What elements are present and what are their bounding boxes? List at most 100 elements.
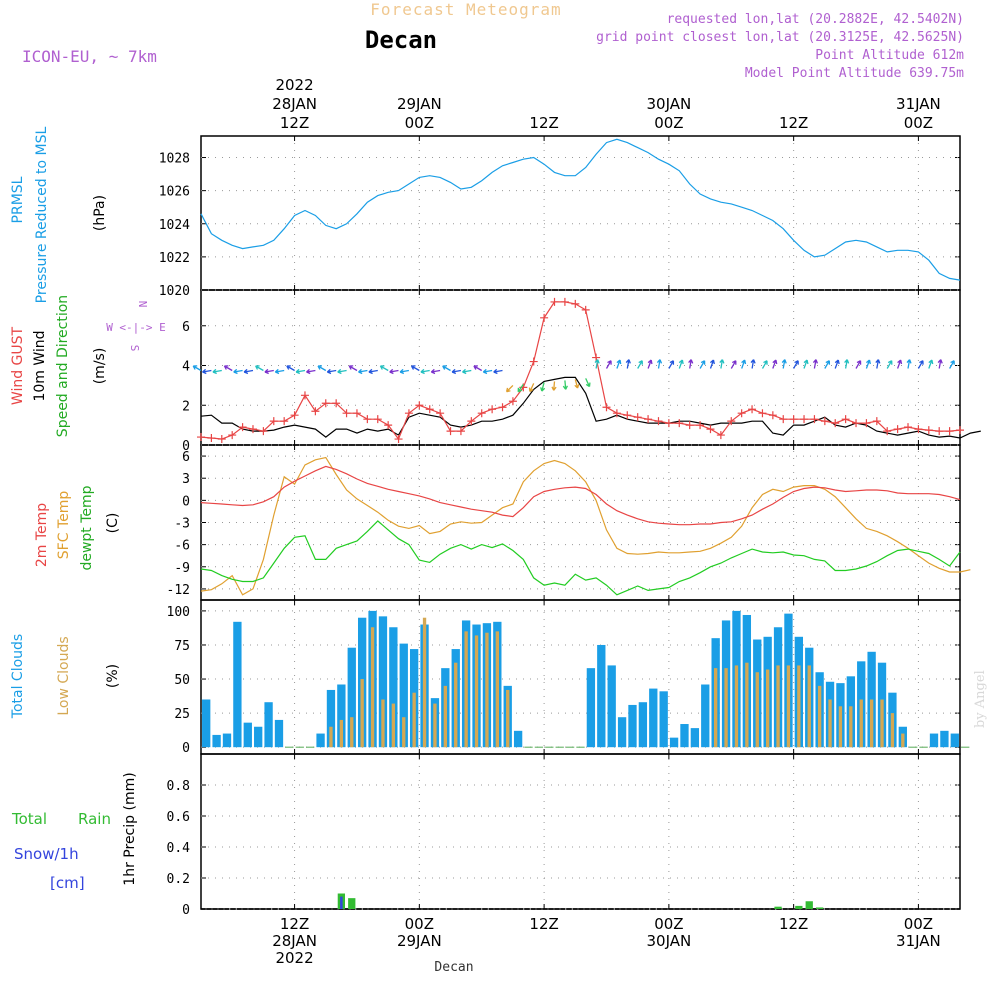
- gust-marker: [904, 423, 913, 432]
- rain-bar: [348, 898, 356, 909]
- wind-direction-arrow: [551, 381, 557, 391]
- y-tick-label: 1024: [159, 218, 190, 233]
- low-cloud-bar: [485, 632, 489, 748]
- wind-direction-arrow: [750, 359, 756, 369]
- gust-marker: [477, 409, 486, 418]
- low-cloud-bar: [339, 719, 344, 748]
- wind-direction-arrow: [348, 365, 358, 372]
- total-cloud-bar: [233, 621, 242, 748]
- low-cloud-bar: [370, 627, 375, 748]
- top-time-label: 31JAN: [896, 95, 941, 113]
- total-cloud-bar: [669, 737, 679, 748]
- gust-marker: [248, 425, 257, 434]
- wind-direction-arrow: [616, 359, 622, 369]
- wind-direction-arrow: [803, 359, 809, 369]
- requested-coords: requested lon,lat (20.2882E, 42.5402N): [667, 12, 964, 27]
- wind-direction-arrow: [699, 360, 706, 369]
- low-cloud-bar: [724, 668, 728, 748]
- total-cloud-bar: [399, 643, 408, 748]
- wind-direction-arrow: [761, 360, 768, 369]
- bottom-time-label: 30JAN: [647, 932, 692, 950]
- total-cloud-bar: [326, 689, 336, 748]
- wind-label-10m: 10m Wind: [32, 330, 48, 401]
- bottom-time-label: 29JAN: [397, 932, 442, 950]
- panel-frame-clouds: [200, 599, 961, 755]
- top-time-label: 2022: [275, 76, 313, 94]
- total-cloud-bar: [701, 684, 710, 748]
- gust-marker: [540, 313, 549, 322]
- bottom-time-label: 31JAN: [896, 932, 941, 950]
- wind-direction-arrow: [886, 360, 893, 369]
- wind-direction-arrow: [274, 368, 285, 375]
- gust-marker: [550, 297, 559, 306]
- gust-marker: [685, 421, 694, 430]
- gust-marker: [332, 399, 341, 408]
- low-cloud-bar: [433, 703, 437, 748]
- low-cloud-bar: [890, 713, 895, 748]
- wind-direction-arrow: [824, 360, 831, 369]
- gust-marker: [612, 409, 621, 418]
- footer-location: Decan: [434, 960, 473, 975]
- gust-marker: [716, 431, 725, 440]
- wind-direction-arrow: [906, 359, 912, 369]
- gust-marker: [404, 409, 413, 418]
- total-cloud-bar: [202, 699, 211, 748]
- low-cloud-bar: [869, 699, 874, 748]
- gust-marker: [758, 409, 767, 418]
- gust-marker: [488, 405, 497, 414]
- low-cloud-bar: [391, 703, 396, 748]
- wind-direction-arrow: [389, 368, 399, 375]
- gust-marker: [737, 409, 746, 418]
- temp-label-units: (C): [105, 513, 121, 534]
- total-cloud-bar: [337, 684, 346, 748]
- temp-label-2m: 2m Temp: [34, 503, 50, 567]
- rain-bar: [774, 906, 782, 909]
- wind-direction-arrow: [678, 359, 684, 369]
- low-cloud-bar: [360, 679, 364, 748]
- wind-direction-arrow: [379, 365, 389, 372]
- wind-label-direction: Speed and Direction: [55, 295, 71, 437]
- gust-marker: [935, 427, 944, 436]
- wind-direction-arrow: [855, 360, 862, 369]
- total-cloud-bar: [347, 647, 356, 748]
- total-cloud-bar: [617, 717, 627, 748]
- low-cloud-bar: [454, 662, 458, 748]
- gust-marker: [664, 419, 673, 428]
- wind-direction-arrow: [420, 368, 430, 375]
- total-cloud-bar: [680, 724, 689, 748]
- wind-direction-arrow: [482, 368, 493, 375]
- wind-direction-arrow: [430, 368, 441, 375]
- wind-direction-arrow: [306, 368, 316, 375]
- gust-marker: [581, 305, 590, 314]
- rain-bar: [805, 901, 813, 909]
- gust-marker: [238, 423, 247, 432]
- wind-direction-arrow: [233, 368, 243, 375]
- bottom-time-label: 2022: [275, 949, 313, 967]
- wind-direction-arrow: [202, 368, 212, 375]
- precip-label-units: 1hr Precip (mm): [122, 772, 138, 885]
- model-label: ICON-EU, ~ 7km: [22, 47, 157, 66]
- precip-legend-rain: Rain: [78, 810, 111, 828]
- wind-direction-arrow: [493, 368, 503, 375]
- low-cloud-bar: [402, 717, 406, 748]
- wind-direction-arrow: [896, 359, 903, 369]
- low-cloud-bar: [474, 635, 479, 748]
- low-cloud-bar: [412, 692, 416, 748]
- gust-marker: [748, 405, 757, 414]
- gust-marker: [914, 425, 923, 434]
- gust-marker: [696, 421, 705, 430]
- y-tick-label: 6: [182, 450, 190, 465]
- total-cloud-bar: [929, 733, 939, 748]
- wind-direction-arrow: [326, 368, 337, 375]
- y-tick-label: 3: [182, 472, 190, 487]
- total-cloud-bar: [513, 730, 523, 748]
- total-cloud-bar: [659, 691, 668, 748]
- y-tick-label: 0.4: [167, 841, 191, 856]
- gridpoint-coords: grid point closest lon,lat (20.3125E, 42…: [596, 30, 964, 45]
- low-cloud-bar: [734, 665, 739, 748]
- wind-direction-arrow: [562, 380, 568, 390]
- low-cloud-bar: [786, 665, 791, 748]
- gust-marker: [831, 419, 840, 428]
- total-cloud-bar: [950, 733, 959, 748]
